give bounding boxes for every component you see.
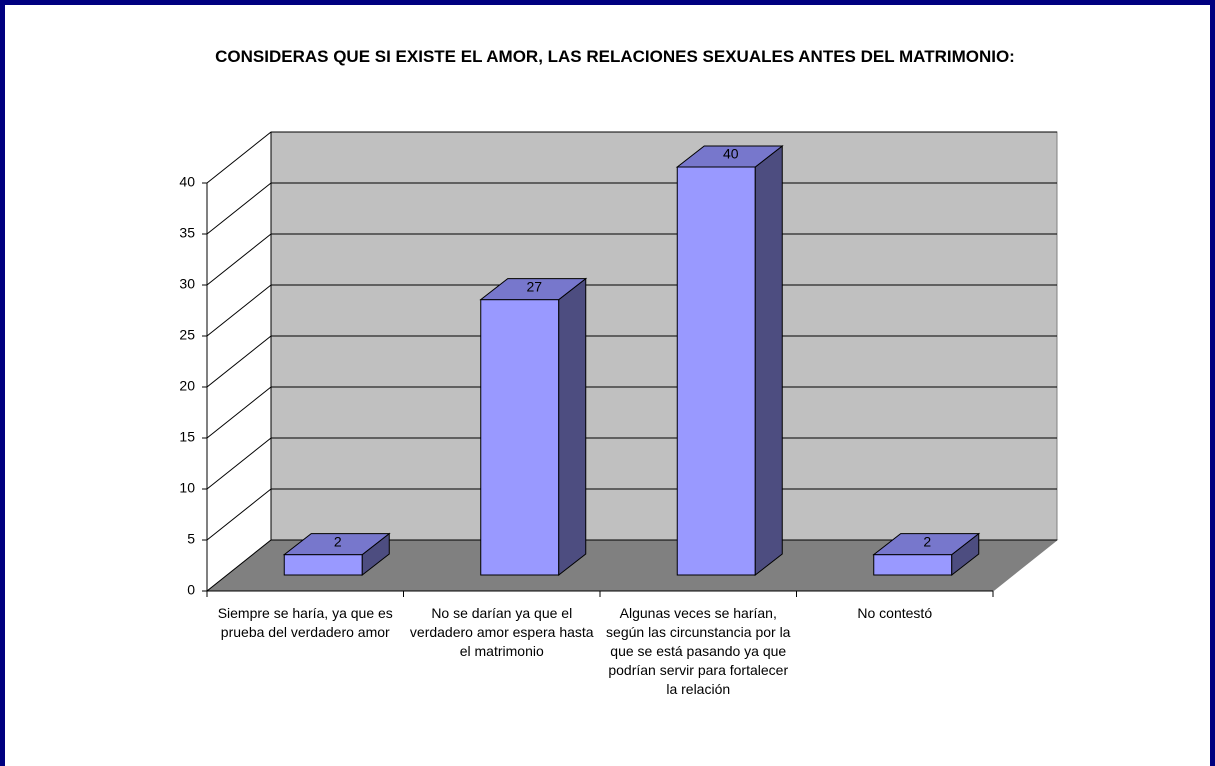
grid-diagonal (206, 437, 272, 490)
data-label: 2 (923, 533, 931, 549)
bar-top (479, 278, 588, 301)
grid-diagonal (206, 335, 272, 388)
bar-top (282, 533, 391, 556)
grid-diagonal (206, 131, 272, 184)
x-tick-label: Algunas veces se harían, según las circu… (606, 605, 791, 697)
chart-title: CONSIDERAS QUE SI EXISTE EL AMOR, LAS RE… (215, 47, 1015, 66)
grid-diagonal (206, 284, 272, 337)
bar-front (676, 166, 756, 576)
y-tick-label: 35 (179, 225, 195, 241)
x-tick-label: No contestó (857, 605, 933, 621)
bar-top (872, 533, 981, 556)
y-tick-label: 10 (179, 480, 195, 496)
y-tick-label: 30 (179, 276, 195, 292)
bar-front (480, 299, 560, 576)
grid-diagonal (206, 182, 272, 235)
grid-diagonal (206, 539, 272, 592)
data-label: 27 (526, 278, 542, 294)
bar-front (283, 554, 363, 576)
bar (675, 144, 784, 577)
bar-top (675, 145, 784, 168)
bar (282, 532, 391, 577)
grid-diagonal (206, 488, 272, 541)
y-tick-label: 25 (179, 327, 195, 343)
data-label: 2 (334, 533, 342, 549)
y-tick-label: 40 (179, 174, 195, 190)
bar-side (754, 144, 783, 577)
bar (479, 277, 588, 577)
x-tick-label: Siempre se haría, ya que es prueba del v… (217, 605, 393, 640)
bar-side (558, 277, 587, 577)
y-tick-label: 5 (187, 531, 195, 547)
grid-diagonal (206, 386, 272, 439)
y-tick-label: 0 (187, 582, 195, 598)
grid-diagonal (206, 233, 272, 286)
bar (872, 532, 981, 577)
x-tick-label: No se darían ya que el verdadero amor es… (409, 605, 594, 659)
y-tick-label: 15 (179, 429, 195, 445)
y-tick-label: 20 (179, 378, 195, 394)
bar-front (873, 554, 953, 576)
data-label: 40 (723, 146, 739, 162)
